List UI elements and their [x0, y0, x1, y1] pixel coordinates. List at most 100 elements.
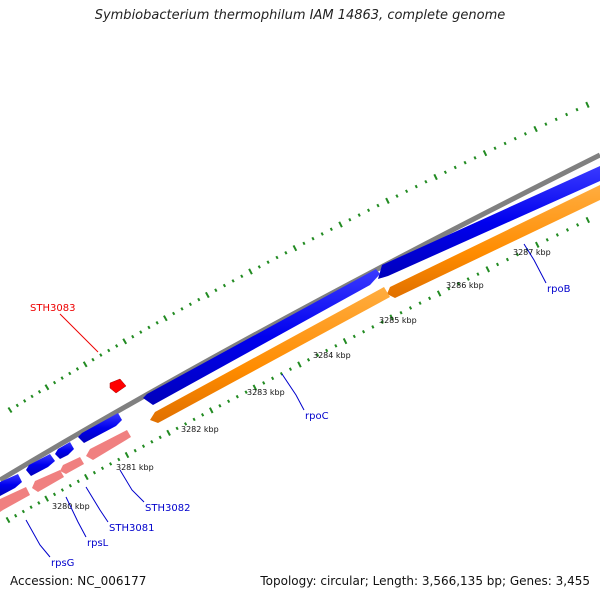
gene-rpsg-reverse[interactable]	[32, 470, 64, 492]
gene-sth3083-marker[interactable]	[109, 378, 127, 394]
tick-mark	[7, 406, 13, 414]
gene-rpoc-reverse[interactable]	[150, 287, 390, 423]
tick-mark	[476, 272, 480, 276]
label-sth3083[interactable]: STH3083	[30, 303, 75, 314]
tick-mark	[399, 310, 403, 315]
label-rpsl[interactable]: rpsL	[87, 538, 109, 549]
tick-mark	[84, 473, 89, 481]
tick-mark	[44, 384, 50, 391]
tick-mark	[107, 348, 111, 353]
leader-rpoc	[281, 373, 305, 411]
tick-mark	[348, 217, 352, 222]
tick-mark	[141, 444, 146, 448]
gene-rpoc[interactable]	[143, 269, 380, 405]
label-rpsg[interactable]: rpsG	[51, 558, 74, 569]
tick-mark	[218, 404, 222, 408]
tick-mark	[23, 399, 27, 403]
label-rpob[interactable]: rpoB	[547, 284, 571, 295]
gene-sth3082-forward[interactable]	[78, 413, 122, 443]
tick-mark	[576, 223, 580, 227]
tick-mark	[235, 394, 239, 399]
tick-mark	[124, 451, 130, 459]
tick-mark	[515, 252, 519, 257]
tick-mark	[325, 348, 329, 353]
gene-rpsg-forward[interactable]	[26, 454, 55, 476]
tick-label-3283: 3283 kbp	[247, 388, 285, 397]
tick-mark	[585, 101, 590, 109]
tick-mark	[175, 426, 179, 431]
tick-mark	[443, 170, 447, 175]
tick-mark	[447, 286, 451, 291]
tick-mark	[201, 413, 205, 417]
tick-mark	[209, 407, 214, 414]
tick-mark	[21, 509, 25, 514]
tick-mark	[91, 357, 95, 362]
leader-rpsl	[65, 496, 87, 538]
tick-mark	[414, 184, 418, 189]
tick-mark	[463, 160, 467, 165]
tick-mark	[342, 337, 348, 345]
tick-mark	[585, 216, 591, 224]
tick-mark	[252, 384, 258, 391]
tick-label-3284: 3284 kbp	[313, 351, 351, 360]
tick-mark	[266, 260, 270, 264]
gene-rpsl-reverse[interactable]	[60, 457, 84, 474]
tick-mark	[248, 268, 253, 275]
tick-mark	[192, 417, 196, 422]
map-title: Symbiobacterium thermophilum IAM 14863, …	[94, 8, 506, 23]
tick-mark	[352, 334, 356, 339]
tick-mark	[172, 311, 176, 316]
gene-rpob[interactable]	[378, 166, 600, 279]
accession-text: Accession: NC_006177	[10, 574, 147, 588]
tick-mark	[150, 440, 154, 444]
label-sth3082[interactable]: STH3082	[145, 503, 190, 514]
tick-mark	[75, 367, 80, 371]
tick-mark	[100, 466, 105, 471]
tick-mark	[424, 179, 428, 184]
tick-mark	[205, 291, 210, 299]
tick-label-3285: 3285 kbp	[379, 316, 417, 325]
genome-backbone	[0, 152, 600, 483]
tick-mark	[99, 353, 103, 357]
tick-mark	[288, 367, 293, 371]
tick-mark	[222, 283, 227, 288]
tick-mark	[338, 221, 343, 228]
tick-mark	[306, 358, 311, 362]
tick-mark	[117, 457, 121, 462]
tick-mark	[30, 394, 34, 399]
tick-label-3286: 3286 kbp	[446, 281, 484, 290]
gene-partial-left-reverse[interactable]	[0, 487, 30, 512]
leader-sth3081	[85, 486, 109, 523]
gene-partial-left-forward[interactable]	[0, 474, 22, 496]
tick-mark	[371, 325, 375, 329]
label-rpoc[interactable]: rpoC	[305, 411, 329, 422]
gene-sth3082-reverse[interactable]	[86, 430, 131, 460]
tick-mark	[227, 399, 231, 404]
tick-mark	[52, 492, 57, 497]
tick-mark	[15, 403, 19, 408]
tick-mark	[505, 257, 510, 262]
leader-sth3083	[59, 313, 99, 353]
tick-mark	[316, 353, 320, 357]
tick-mark	[60, 488, 64, 492]
tick-mark	[466, 277, 470, 281]
gene-rpob-reverse[interactable]	[387, 185, 600, 298]
tick-mark	[131, 334, 135, 339]
tick-mark	[533, 125, 538, 133]
gene-label-leaders	[25, 243, 547, 558]
tick-mark	[395, 194, 399, 198]
tick-mark	[575, 107, 579, 112]
tick-mark	[133, 448, 137, 453]
tick-mark	[257, 265, 261, 269]
tick-mark	[29, 505, 33, 509]
label-sth3081[interactable]: STH3081	[109, 523, 154, 534]
tick-mark	[158, 435, 162, 440]
tick-mark	[385, 197, 390, 204]
tick-mark	[115, 344, 119, 348]
tick-mark	[37, 389, 42, 394]
tick-mark	[240, 274, 244, 279]
forward-strand-genes	[0, 166, 600, 496]
gene-labels: STH3083 rpoB rpoC STH3082 STH3081 rpsL r…	[30, 284, 571, 569]
gene-rpsl-forward[interactable]	[55, 442, 74, 459]
